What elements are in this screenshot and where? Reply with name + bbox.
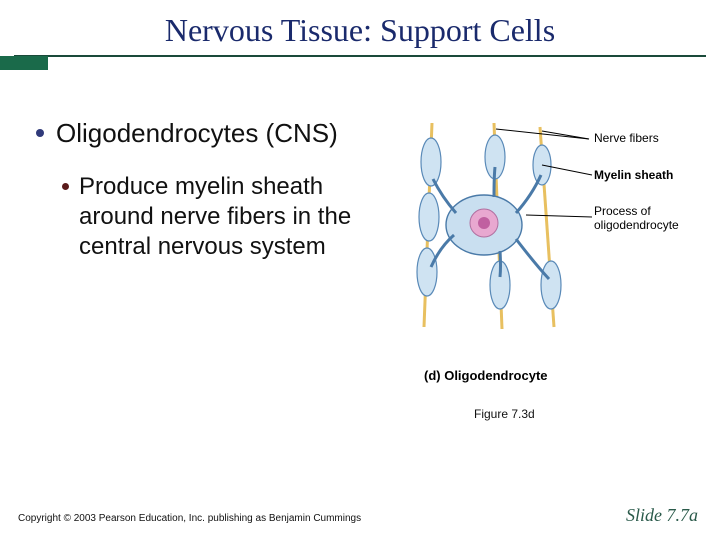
figure-column: Nerve fibers Myelin sheath Process of ol… (384, 117, 684, 421)
oligodendrocyte-diagram: Nerve fibers Myelin sheath Process of ol… (384, 117, 684, 357)
figure-reference: Figure 7.3d (474, 407, 684, 421)
fiber-right (533, 127, 561, 327)
diagram-caption: (d) Oligodendrocyte (424, 368, 684, 383)
bullet2-dot-icon (62, 183, 69, 190)
text-column: Oligodendrocytes (CNS) Produce myelin sh… (36, 117, 366, 421)
bullet-level1: Oligodendrocytes (CNS) (36, 117, 366, 150)
slide-number: Slide 7.7a (626, 505, 698, 526)
cell-body (446, 195, 522, 255)
copyright-text: Copyright © 2003 Pearson Education, Inc.… (18, 513, 361, 524)
content-area: Oligodendrocytes (CNS) Produce myelin sh… (0, 57, 720, 421)
label-process-line1: Process of (594, 204, 651, 218)
label-myelin-sheath: Myelin sheath (594, 168, 673, 182)
bullet1-dot-icon (36, 129, 44, 137)
bullet2-text: Produce myelin sheath around nerve fiber… (79, 172, 366, 262)
fiber-left (417, 123, 441, 327)
bullet-level2: Produce myelin sheath around nerve fiber… (62, 172, 366, 262)
page-title: Nervous Tissue: Support Cells (0, 0, 720, 55)
bullet1-text: Oligodendrocytes (CNS) (56, 117, 338, 150)
label-nerve-fibers: Nerve fibers (594, 131, 659, 145)
label-process-line2: oligodendrocyte (594, 218, 679, 232)
accent-block (0, 56, 48, 70)
